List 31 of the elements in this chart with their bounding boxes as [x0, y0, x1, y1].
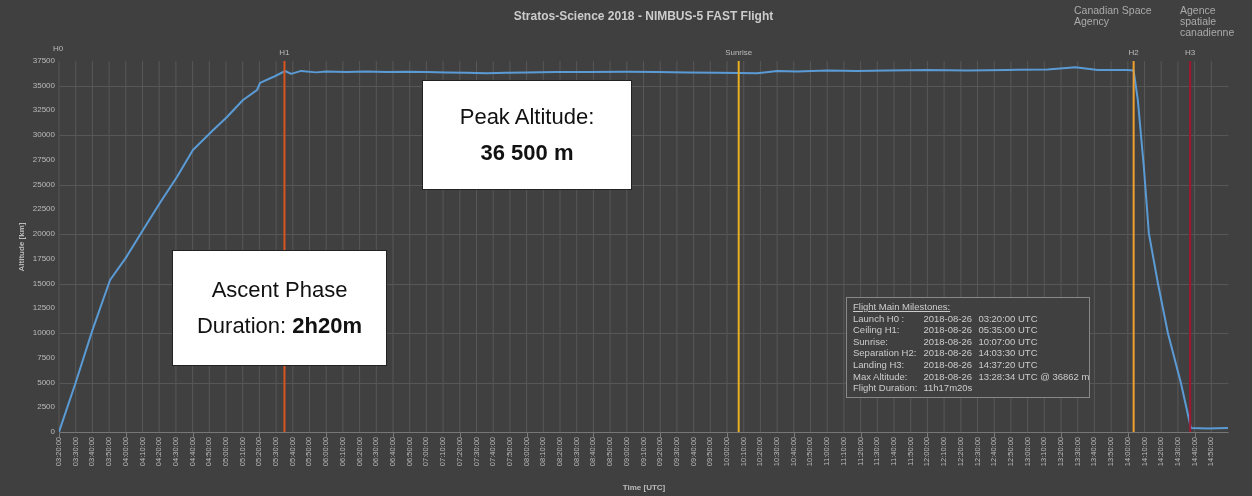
ref-line-label: Sunrise [725, 48, 753, 57]
text: Canadian Space Agency [1074, 4, 1152, 27]
ref-line-label: H2 [1128, 48, 1140, 57]
y-axis-title: Altitude [km] [16, 222, 26, 272]
y-tick-label: 2500 [37, 402, 56, 412]
y-tick-label: 30000 [32, 130, 56, 140]
y-tick-label: 17500 [32, 253, 56, 263]
y-tick-label: 0 [50, 427, 56, 436]
y-tick-label: 20000 [32, 229, 56, 239]
x-axis-title: Time [UTC] [622, 483, 666, 492]
text-box: Flight Main Milestones: Launch H0 : 2018-08-26 03:20:00 UTC Ceiling H1: 2018-08-26 05:35:00 UTC Sunrise: 2018-08-26 10:07:00 UTC Separation H2: 2018-08-26 14:03:30 UTC Landing H3: 2018-08-26 14:37:20 UTC Max Altitude: 2018-08-26 13:28:34 UTC @ 36862 m Flight Duration: 11h17m20s [846, 297, 1090, 398]
annotation: Ascent Phase Duration: 2h20m [195, 276, 364, 340]
y-tick-label: 10000 [32, 328, 56, 338]
y-tick-label: 5000 [37, 377, 56, 387]
y-tick-label: 35000 [32, 80, 56, 90]
annotation: Peak Altitude: 36 500 m [458, 103, 596, 165]
text: Agence spatiale canadienne [1180, 4, 1236, 38]
y-tick-label: 15000 [32, 278, 56, 288]
ref-line-label: H1 [279, 48, 291, 57]
ref-line-label: H3 [1185, 48, 1196, 57]
text-box: Ascent Phase Duration: 2h20m [172, 250, 387, 366]
y-tick-label: 32500 [32, 105, 56, 115]
y-tick-label: 12500 [32, 303, 56, 313]
y-tick-label: 37500 [32, 56, 56, 65]
y-tick-label: 7500 [37, 352, 56, 362]
y-tick-label: 25000 [32, 179, 56, 189]
chart-title: Stratos-Science 2018 - NIMBUS-5 FAST Flight [513, 9, 774, 23]
y-tick-label: 22500 [32, 204, 56, 214]
y-tick-label: 27500 [32, 154, 56, 164]
text: H0 [53, 44, 64, 53]
text-box: Peak Altitude: 36 500 m [422, 80, 632, 190]
